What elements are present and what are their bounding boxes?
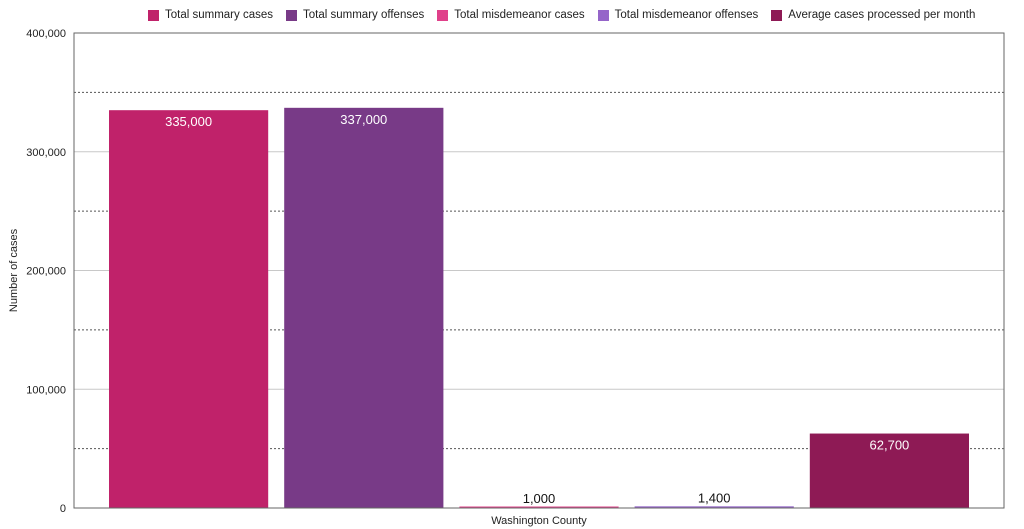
legend-label: Total misdemeanor cases bbox=[454, 9, 585, 21]
legend-item-total-summary-offenses: Total summary offenses bbox=[286, 9, 424, 21]
y-tick-label: 300,000 bbox=[26, 147, 66, 159]
y-axis-title: Number of cases bbox=[8, 228, 20, 312]
legend-swatch bbox=[286, 9, 298, 21]
legend: Total summary cases Total summary offens… bbox=[148, 7, 988, 23]
y-tick-label: 0 bbox=[60, 503, 66, 515]
bar-value-label: 335,000 bbox=[165, 114, 212, 129]
legend-swatch bbox=[597, 9, 609, 21]
legend-item-total-misdemeanor-offenses: Total misdemeanor offenses bbox=[597, 9, 759, 21]
bar-value-label: 337,000 bbox=[340, 112, 387, 127]
legend-item-average-cases-per-month: Average cases processed per month bbox=[771, 9, 975, 21]
bar-value-label: 62,700 bbox=[870, 438, 910, 453]
legend-label: Total summary offenses bbox=[303, 9, 425, 21]
y-tick-label: 400,000 bbox=[26, 28, 66, 40]
y-tick-label: 200,000 bbox=[26, 266, 66, 278]
legend-item-total-summary-cases: Total summary cases bbox=[148, 9, 273, 21]
legend-label: Total summary cases bbox=[165, 9, 274, 21]
y-axis-ticks: 0 100,000 200,000 300,000 400,000 bbox=[26, 28, 66, 515]
y-tick-label: 100,000 bbox=[26, 384, 66, 396]
bar bbox=[284, 107, 444, 508]
legend-item-total-misdemeanor-cases: Total misdemeanor cases bbox=[437, 9, 585, 21]
legend-swatch bbox=[148, 9, 159, 21]
legend-label: Total misdemeanor offenses bbox=[614, 9, 759, 21]
bar bbox=[809, 433, 969, 508]
x-axis-category-label: Washington County bbox=[491, 515, 587, 527]
bars bbox=[109, 107, 969, 508]
bar-value-label: 1,000 bbox=[523, 491, 556, 506]
bar bbox=[634, 506, 794, 508]
bar bbox=[109, 110, 269, 508]
plot-frame bbox=[73, 32, 1005, 509]
bar-value-label: 1,400 bbox=[698, 490, 731, 505]
bar bbox=[459, 506, 619, 508]
legend-swatch bbox=[771, 9, 783, 21]
legend-swatch bbox=[437, 9, 449, 21]
legend-label: Average cases processed per month bbox=[788, 9, 976, 21]
data-labels: 335,000 337,000 1,000 1,400 62,700 bbox=[165, 112, 909, 506]
